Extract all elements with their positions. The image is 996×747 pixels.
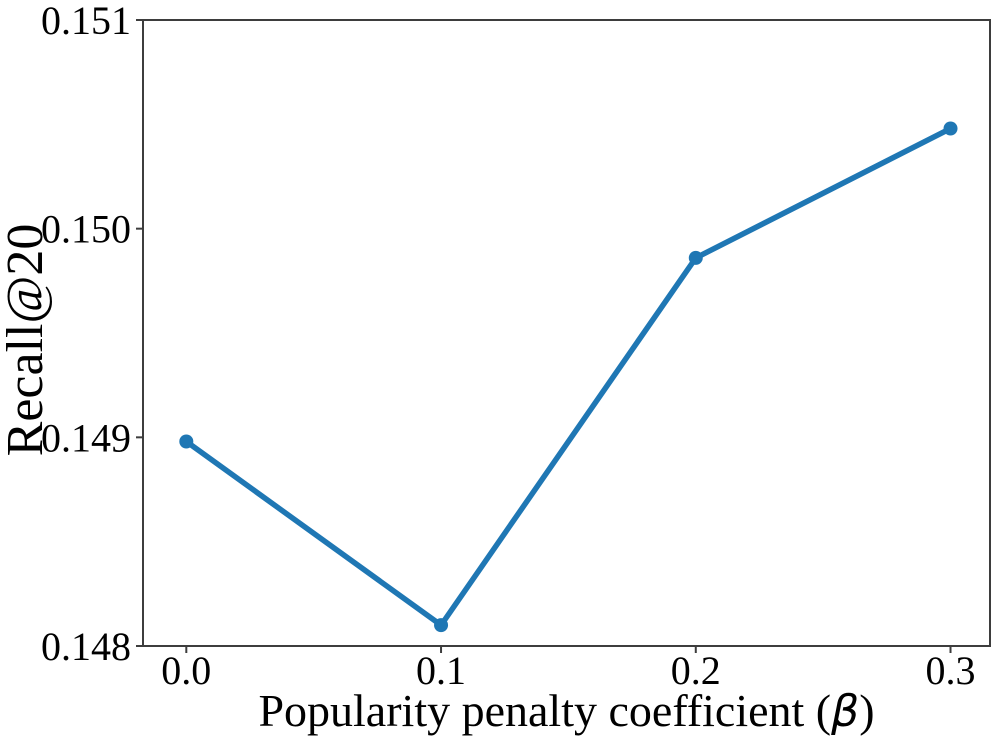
- y-tick-label: 0.151: [41, 0, 131, 43]
- y-tick-label: 0.148: [41, 624, 131, 669]
- x-tick-label: 0.0: [161, 648, 211, 693]
- x-tick-label: 0.2: [671, 648, 721, 693]
- x-tick-label: 0.1: [416, 648, 466, 693]
- x-tick-label: 0.3: [926, 648, 976, 693]
- data-point-marker: [688, 250, 703, 265]
- data-point-marker: [434, 618, 449, 633]
- data-point-marker: [179, 434, 194, 449]
- x-axis-label-text: Popularity penalty coefficient (: [258, 685, 832, 736]
- data-point-marker: [943, 121, 958, 136]
- y-tick-label: 0.150: [41, 207, 131, 252]
- axes-spines: [142, 19, 991, 647]
- beta-symbol: β: [831, 686, 860, 737]
- x-axis-label-close-paren: ): [859, 685, 875, 736]
- y-tick-label: 0.149: [41, 415, 131, 460]
- data-line: [183, 125, 954, 628]
- y-axis-label: Recall@20: [0, 223, 54, 457]
- x-axis-label: Popularity penalty coefficient (β): [143, 688, 990, 734]
